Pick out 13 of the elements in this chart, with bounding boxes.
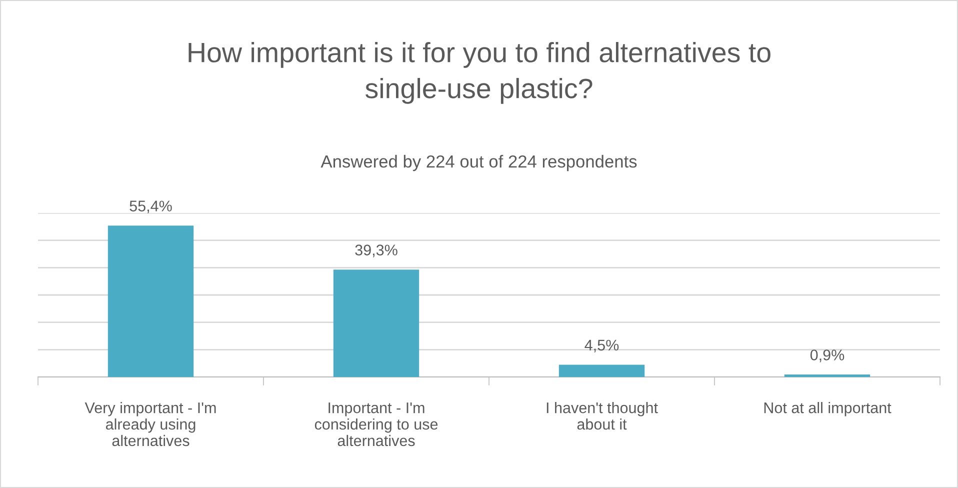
data-label: 55,4% [130, 200, 172, 214]
chart-title: How important is it for you to find alternatives to single-use plastic? [188, 42, 770, 104]
bar [333, 270, 420, 377]
x-tick-label: Important - I'm considering to use alternatives [314, 402, 438, 446]
data-label: 4,5% [584, 340, 619, 352]
bar [108, 226, 194, 377]
x-tick-label: Not at all important [764, 402, 892, 416]
data-label: 39,3% [355, 244, 398, 258]
x-tick-label: Very important - I'm already using alternatives [84, 402, 216, 446]
chart-subtitle: Answered by 224 out of 224 respondents [320, 154, 637, 172]
data-label: 0,9% [810, 350, 844, 362]
bar [558, 364, 645, 377]
x-tick-label: I haven't thought about it [546, 402, 658, 430]
